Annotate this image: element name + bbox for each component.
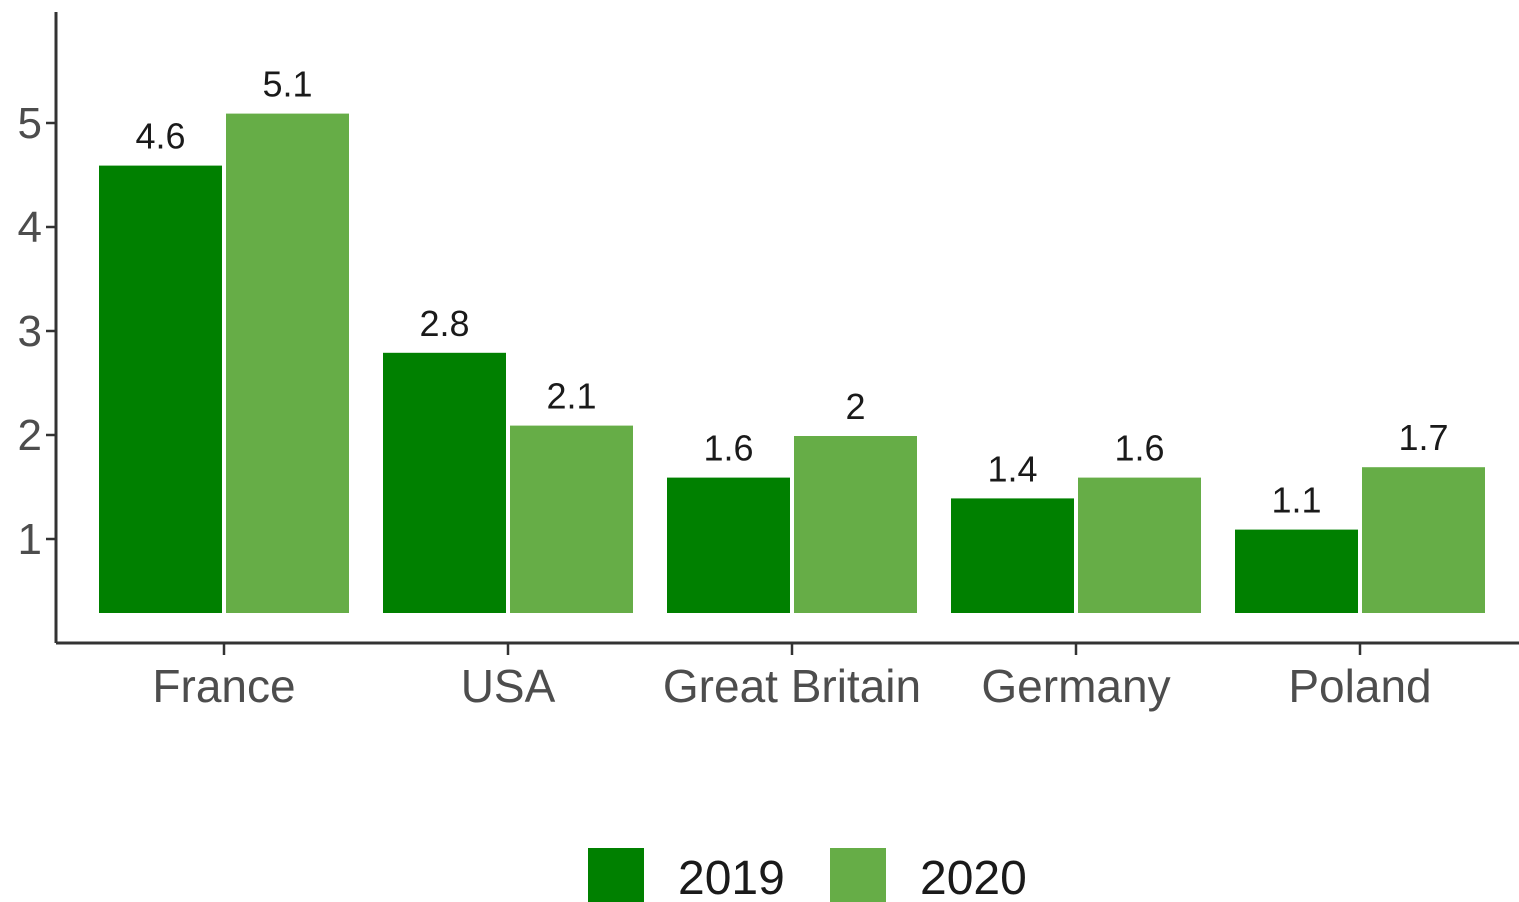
legend-key-2019 — [588, 848, 644, 902]
x-tick-label-poland: Poland — [1288, 660, 1431, 712]
data-label-usa-2019: 2.8 — [419, 303, 469, 344]
legend-key-2020 — [830, 848, 886, 902]
y-tick-label-3: 3 — [18, 307, 42, 356]
data-label-poland-2019: 1.1 — [1271, 480, 1321, 521]
bar-france-2019 — [97, 163, 224, 615]
bar-usa-2020 — [508, 423, 635, 615]
bar-great-britain-2019 — [665, 475, 792, 615]
legend-label-2020: 2020 — [920, 852, 1027, 902]
data-label-germany-2019: 1.4 — [987, 448, 1037, 489]
y-tick-label-1: 1 — [18, 515, 42, 564]
y-tick-label-2: 2 — [18, 411, 42, 460]
data-label-usa-2020: 2.1 — [546, 376, 596, 417]
data-label-france-2020: 5.1 — [262, 64, 312, 105]
bar-great-britain-2020 — [792, 434, 919, 615]
data-label-great-britain-2019: 1.6 — [703, 428, 753, 469]
value-labels-layer: 4.6 5.1 2.8 2.1 1.6 2 1.4 1.6 1.1 1.7 — [135, 64, 1448, 521]
legend: 2019 2020 — [588, 848, 1027, 902]
bar-usa-2019 — [381, 350, 508, 615]
legend-label-2019: 2019 — [678, 852, 785, 902]
data-label-germany-2020: 1.6 — [1114, 428, 1164, 469]
data-label-france-2019: 4.6 — [135, 116, 185, 157]
y-ticks: 1 2 3 4 5 — [18, 99, 56, 564]
y-tick-label-5: 5 — [18, 99, 42, 148]
x-tick-label-usa: USA — [461, 660, 556, 712]
x-tick-label-france: France — [152, 660, 295, 712]
bar-germany-2019 — [949, 496, 1076, 615]
bars-layer — [97, 111, 1487, 616]
x-tick-label-germany: Germany — [981, 660, 1170, 712]
x-tick-label-great-britain: Great Britain — [663, 660, 921, 712]
x-ticks: France USA Great Britain Germany Poland — [152, 643, 1432, 712]
bar-poland-2019 — [1233, 527, 1360, 615]
bar-germany-2020 — [1076, 475, 1203, 615]
y-tick-label-4: 4 — [18, 203, 42, 252]
data-label-great-britain-2020: 2 — [845, 386, 865, 427]
bar-france-2020 — [224, 111, 351, 615]
bar-poland-2020 — [1360, 465, 1487, 616]
data-label-poland-2020: 1.7 — [1398, 417, 1448, 458]
